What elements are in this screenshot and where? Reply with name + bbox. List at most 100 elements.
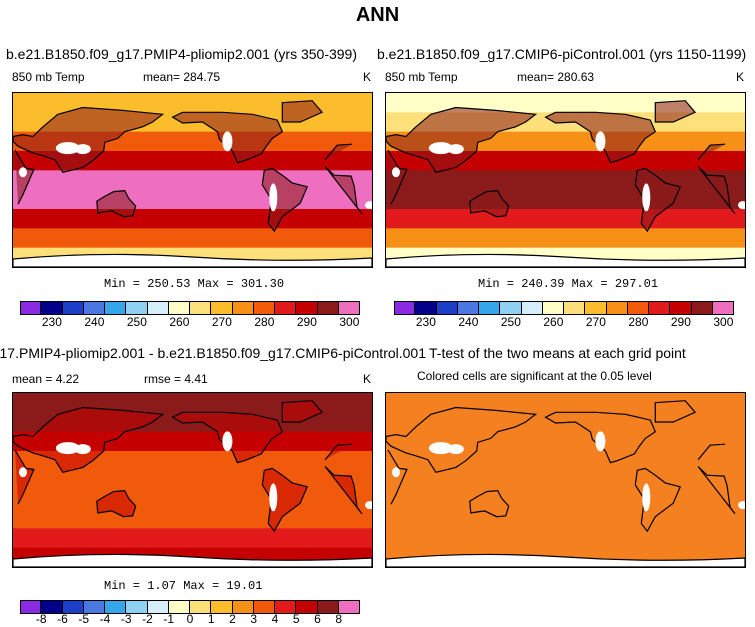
coastline (171, 411, 284, 464)
colorbar-swatch (126, 601, 148, 613)
panel-c-units: K (363, 372, 372, 386)
coastline (281, 100, 324, 123)
missing-data-patch (738, 201, 745, 210)
coastline (654, 100, 697, 123)
missing-data-patch (18, 167, 27, 178)
panel-c-colorbar-ticks: -8 -6 -5 -4 -3 -2 -1 0 1 2 3 4 5 6 8 (20, 612, 360, 626)
coastline (387, 143, 736, 215)
colorbar-tick-label: -4 (99, 612, 111, 626)
panel-b-map (385, 92, 746, 268)
missing-data-patch (642, 183, 651, 212)
lat-band (13, 509, 372, 529)
panel-d-map (385, 392, 746, 568)
colorbar-swatch (296, 601, 318, 613)
lat-band (386, 393, 745, 567)
colorbar-tick-label: 230 (41, 315, 62, 329)
colorbar-tick-label: 300 (713, 315, 734, 329)
missing-data-patch (391, 167, 400, 178)
colorbar-swatch (105, 601, 127, 613)
missing-data-patch (222, 431, 233, 452)
antarctica (386, 253, 745, 267)
land-shade (13, 407, 163, 473)
colorbar-tick-label: 290 (296, 315, 317, 329)
panel-c-title-text: b.e21.B1850.f09_g17.PMIP4-pliomip2.001 -… (0, 345, 426, 361)
colorbar-tick-label: 240 (84, 315, 105, 329)
colorbar-swatch (147, 302, 169, 314)
coastline (469, 489, 510, 518)
colorbar-swatch (168, 601, 190, 613)
panel-a-map (12, 92, 373, 268)
coastline (14, 443, 363, 515)
antarctica (13, 553, 372, 567)
missing-data-patch (269, 483, 278, 512)
antarctica (13, 253, 372, 267)
lat-band (386, 228, 745, 249)
missing-data-patch (595, 431, 606, 452)
lat-band (386, 209, 745, 229)
coastline (13, 106, 165, 173)
colorbar-swatch (585, 302, 607, 314)
panel-b-map-svg (386, 93, 745, 267)
colorbar-swatch (457, 302, 479, 314)
missing-data-patch (595, 131, 606, 152)
colorbar-swatch (317, 601, 339, 613)
panel-a-units: K (363, 70, 372, 84)
missing-data-patch (55, 442, 80, 455)
missing-data-patch (642, 483, 651, 512)
panel-d-map-svg (386, 393, 745, 567)
panel-b-title: b.e21.B1850.f09_g17.CMIP6-piControl.001 … (377, 46, 747, 62)
missing-data-patch (447, 444, 464, 455)
colorbar-swatch (670, 302, 692, 314)
colorbar-tick-label: 260 (169, 315, 190, 329)
colorbar-swatch (275, 601, 297, 613)
panel-a-map-svg (13, 93, 372, 267)
colorbar-swatch (394, 302, 416, 314)
colorbar-swatch (436, 302, 458, 314)
colorbar-tick-label: 5 (292, 612, 300, 626)
lat-band (386, 151, 745, 171)
panel-b-mean: mean= 280.63 (517, 70, 595, 84)
coastline (171, 111, 284, 164)
missing-data-patch (365, 501, 372, 510)
colorbar-swatch (168, 302, 190, 314)
panel-b-colorbar-ticks: 230 240 250 260 270 280 290 300 (394, 315, 734, 329)
colorbar-swatch (691, 302, 713, 314)
missing-data-patch (428, 442, 453, 455)
colorbar-swatch (521, 302, 543, 314)
colorbar-tick-label: 250 (500, 315, 521, 329)
panel-c-rmse: rmse = 4.41 (144, 372, 208, 386)
colorbar-tick-label: 8 (335, 612, 343, 626)
coastline (544, 111, 657, 164)
colorbar-tick-label: -5 (78, 612, 90, 626)
missing-data-patch (738, 501, 745, 510)
lat-band (13, 451, 372, 471)
colorbar-swatch (41, 601, 63, 613)
panel-c-min-max: Min = 1.07 Max = 19.01 (104, 579, 263, 593)
land-shade (13, 107, 163, 173)
colorbar-tick-label: 280 (254, 315, 275, 329)
colorbar-tick-label: 250 (126, 315, 147, 329)
panel-b-units: K (736, 70, 745, 84)
lat-band (386, 170, 745, 191)
colorbar-tick-label: 280 (628, 315, 649, 329)
panel-d-subtitle: Colored cells are significant at the 0.0… (417, 369, 652, 383)
panel-a-title: b.e21.B1850.f09_g17.PMIP4-pliomip2.001 (… (6, 46, 357, 62)
missing-data-patch (55, 142, 80, 155)
panel-c-colorbar (20, 600, 360, 614)
lat-band (386, 189, 745, 210)
antarctica (386, 553, 745, 567)
colorbar-swatch (20, 601, 42, 613)
colorbar-swatch (190, 601, 212, 613)
missing-data-patch (365, 201, 372, 210)
land-shade (469, 190, 509, 217)
coastline (13, 406, 165, 473)
panel-c-title: b.e21.B1850.f09_g17.PMIP4-pliomip2.001 -… (0, 345, 426, 361)
colorbar-swatch (126, 302, 148, 314)
colorbar-swatch (190, 302, 212, 314)
colorbar-tick-label: 4 (271, 612, 279, 626)
coastline (281, 400, 324, 423)
missing-data-patch (391, 467, 400, 478)
lat-band (13, 170, 372, 191)
panel-b-field: 850 mb Temp (385, 70, 458, 84)
lat-band (13, 189, 372, 210)
